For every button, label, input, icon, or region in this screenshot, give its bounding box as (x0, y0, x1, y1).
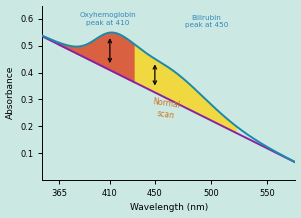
Text: Bilirubin
peak at 450: Bilirubin peak at 450 (185, 15, 228, 28)
Y-axis label: Absorbance: Absorbance (5, 66, 14, 119)
Text: Normal
scan: Normal scan (151, 97, 181, 121)
Text: Oxyhemoglobin
peak at 410: Oxyhemoglobin peak at 410 (79, 12, 136, 26)
X-axis label: Wavelength (nm): Wavelength (nm) (130, 203, 208, 213)
